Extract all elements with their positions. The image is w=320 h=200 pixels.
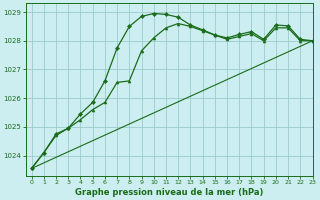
X-axis label: Graphe pression niveau de la mer (hPa): Graphe pression niveau de la mer (hPa) [75,188,263,197]
